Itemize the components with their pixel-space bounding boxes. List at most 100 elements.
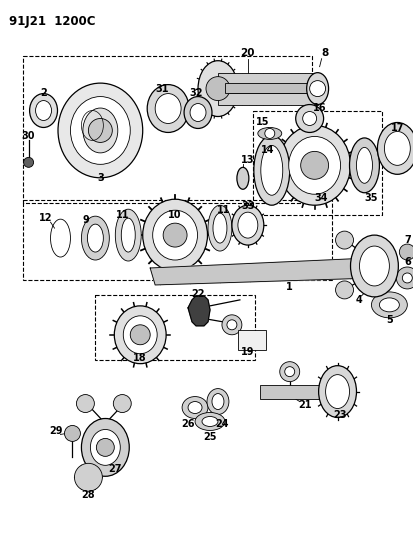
Ellipse shape <box>211 393 223 409</box>
Text: 27: 27 <box>108 464 122 474</box>
Circle shape <box>88 118 112 142</box>
Ellipse shape <box>378 298 399 312</box>
Text: 18: 18 <box>133 353 147 362</box>
Bar <box>217 72 317 85</box>
Ellipse shape <box>350 235 397 297</box>
Text: 14: 14 <box>261 146 274 156</box>
Text: 24: 24 <box>215 419 228 430</box>
Text: 15: 15 <box>256 117 269 127</box>
Ellipse shape <box>260 146 282 195</box>
Ellipse shape <box>190 103 206 122</box>
Text: 34: 34 <box>314 193 328 203</box>
Bar <box>23 200 331 280</box>
Polygon shape <box>188 296 209 326</box>
Text: 13: 13 <box>240 155 254 165</box>
Ellipse shape <box>83 108 118 153</box>
Text: 35: 35 <box>364 193 377 203</box>
Circle shape <box>96 439 114 456</box>
Text: 2: 2 <box>40 87 47 98</box>
Circle shape <box>399 244 413 260</box>
Ellipse shape <box>195 413 224 431</box>
Ellipse shape <box>87 224 103 252</box>
Ellipse shape <box>318 366 356 417</box>
Ellipse shape <box>384 132 409 165</box>
Circle shape <box>163 223 187 247</box>
Circle shape <box>284 367 294 377</box>
Ellipse shape <box>349 138 378 193</box>
Text: 91J21  1200C: 91J21 1200C <box>9 15 95 28</box>
Text: 11: 11 <box>115 210 129 220</box>
Text: 11: 11 <box>217 205 230 215</box>
Text: 10: 10 <box>168 210 181 220</box>
Ellipse shape <box>188 401 202 414</box>
Bar <box>95 295 254 360</box>
Text: 5: 5 <box>385 315 392 325</box>
Text: 25: 25 <box>203 432 216 442</box>
Circle shape <box>206 77 229 101</box>
Circle shape <box>221 315 241 335</box>
Text: 16: 16 <box>312 102 325 112</box>
Circle shape <box>335 281 353 299</box>
Circle shape <box>335 231 353 249</box>
Circle shape <box>113 394 131 413</box>
Ellipse shape <box>253 135 289 205</box>
Bar <box>237 330 265 350</box>
Ellipse shape <box>90 430 120 465</box>
Circle shape <box>302 111 316 125</box>
Ellipse shape <box>370 292 406 318</box>
Ellipse shape <box>81 216 109 260</box>
Text: 30: 30 <box>22 132 35 141</box>
Ellipse shape <box>142 199 207 271</box>
Circle shape <box>401 273 411 283</box>
Circle shape <box>295 104 323 133</box>
Text: 9: 9 <box>82 215 88 225</box>
Text: 31: 31 <box>155 84 169 94</box>
Text: 7: 7 <box>403 235 410 245</box>
Text: 12: 12 <box>39 213 52 223</box>
Text: 3: 3 <box>97 173 104 183</box>
Circle shape <box>64 425 80 441</box>
Circle shape <box>300 151 328 179</box>
Text: 8: 8 <box>320 48 328 58</box>
Ellipse shape <box>236 167 248 189</box>
Text: 26: 26 <box>181 419 195 430</box>
Circle shape <box>279 362 299 382</box>
Ellipse shape <box>278 125 350 205</box>
Circle shape <box>264 128 274 139</box>
Ellipse shape <box>121 218 135 252</box>
Ellipse shape <box>36 101 51 120</box>
Ellipse shape <box>182 397 207 418</box>
Ellipse shape <box>29 94 57 127</box>
Ellipse shape <box>358 246 389 286</box>
Ellipse shape <box>356 148 372 183</box>
Bar <box>23 56 311 203</box>
Bar <box>217 93 317 104</box>
Circle shape <box>74 463 102 491</box>
Text: 1: 1 <box>286 282 292 292</box>
Text: 22: 22 <box>191 289 204 299</box>
Ellipse shape <box>115 209 141 261</box>
Ellipse shape <box>81 418 129 477</box>
Ellipse shape <box>184 96 211 128</box>
Text: 21: 21 <box>297 400 311 409</box>
Ellipse shape <box>231 205 263 245</box>
Text: 32: 32 <box>189 87 202 98</box>
Ellipse shape <box>207 205 231 251</box>
Ellipse shape <box>70 96 130 164</box>
Text: 19: 19 <box>240 346 254 357</box>
Circle shape <box>24 157 33 167</box>
Text: 17: 17 <box>390 124 403 133</box>
Ellipse shape <box>123 316 157 354</box>
Ellipse shape <box>147 85 189 133</box>
Circle shape <box>226 320 236 330</box>
Text: 4: 4 <box>355 295 362 305</box>
Text: 28: 28 <box>81 490 95 500</box>
Ellipse shape <box>325 375 349 408</box>
Ellipse shape <box>202 416 217 426</box>
Bar <box>224 83 314 93</box>
Ellipse shape <box>197 61 237 117</box>
Text: 33: 33 <box>240 201 254 211</box>
Text: 29: 29 <box>49 426 62 437</box>
Ellipse shape <box>58 83 142 178</box>
Ellipse shape <box>257 127 281 140</box>
